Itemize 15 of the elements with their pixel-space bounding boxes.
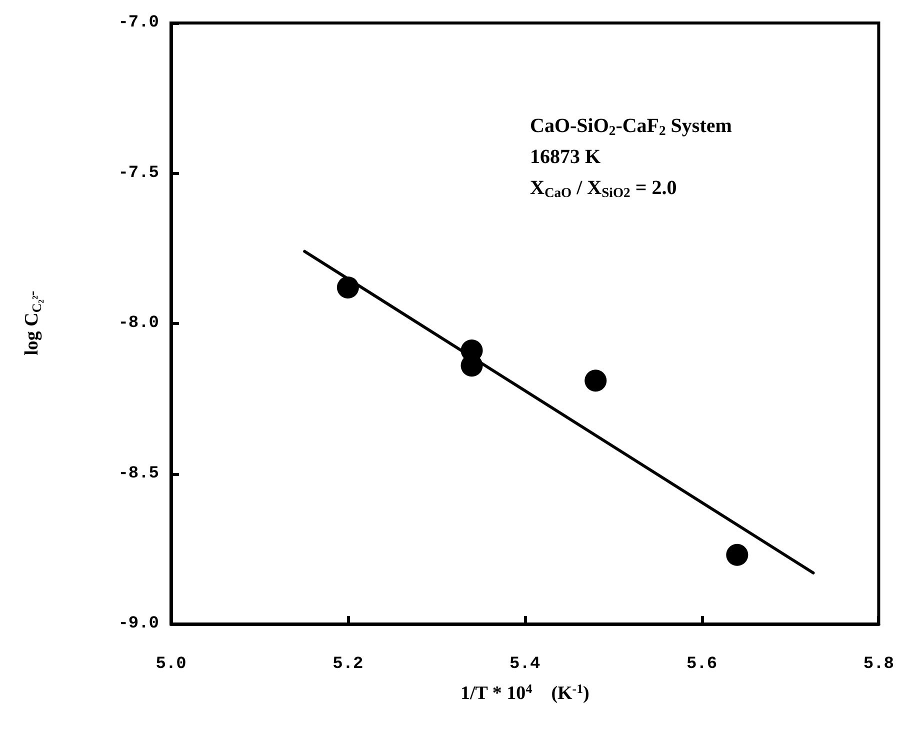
x-tick-label: 5.8 [863,655,894,674]
x-tick-label: 5.2 [332,655,364,674]
x-tick-label: 5.6 [686,655,718,674]
y-tick-label: -8.5 [118,464,159,484]
point [336,276,359,298]
x-tick-label: 5.4 [510,655,540,674]
y-tick-label: -7.5 [118,164,159,183]
y-tick-label: -8.0 [118,314,159,333]
x-tick-label: 5.0 [156,655,186,674]
point [584,370,607,392]
annotation: 16873 K [530,146,601,168]
y-tick-label: -7.0 [118,14,159,32]
point [726,544,748,566]
y-axis-title: log CC₂²⁻ [22,290,44,356]
y-tick-label: -9.0 [118,614,159,634]
